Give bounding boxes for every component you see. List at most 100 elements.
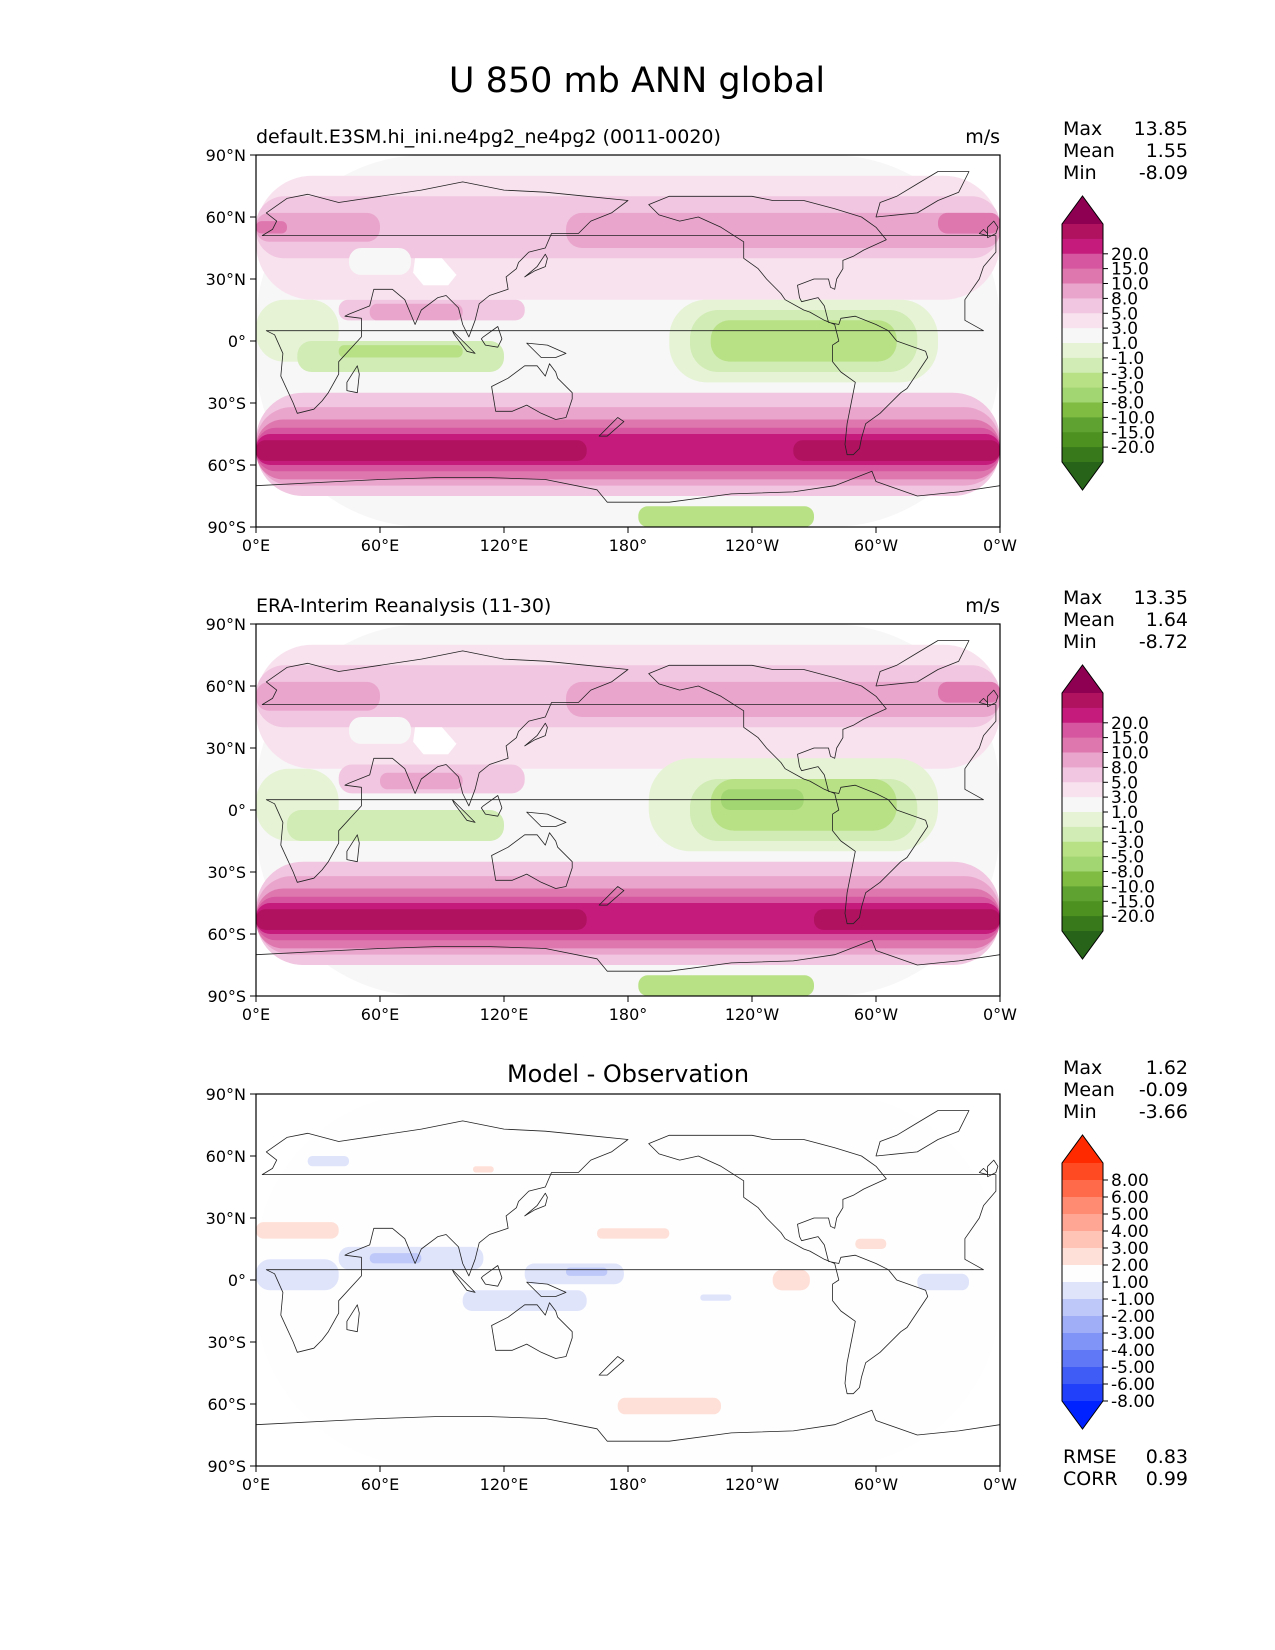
colorbar-tick-label: -20.0	[1111, 438, 1155, 458]
stat-value: -8.09	[1139, 162, 1188, 184]
map-field-model	[256, 155, 1000, 527]
colorbar-tick-label: -5.0	[1111, 379, 1144, 399]
stat-value: 0.99	[1146, 1468, 1188, 1490]
colorbar-tick-label: -10.0	[1111, 408, 1155, 428]
colorbar-tick-label: -3.0	[1111, 833, 1144, 853]
field-region	[473, 1166, 494, 1173]
coastline	[346, 1304, 360, 1333]
colorbar-segment	[1062, 1214, 1103, 1232]
field-region	[638, 975, 814, 996]
stat-label: RMSE	[1063, 1446, 1117, 1468]
coastline	[598, 1356, 625, 1376]
field-region	[814, 909, 1000, 930]
panel-units: m/s	[965, 595, 1000, 617]
colorbar-segment	[1062, 1265, 1103, 1283]
colorbar-tick-label: 3.0	[1111, 788, 1138, 808]
coastline	[978, 1168, 988, 1175]
x-tick-label: 120°W	[725, 1475, 780, 1494]
y-tick-label: 60°N	[206, 677, 246, 696]
colorbar-segment	[1062, 901, 1103, 917]
x-tick-label: 60°E	[361, 536, 399, 555]
panel-title: Model - Observation	[507, 1060, 749, 1088]
stat-value: 13.85	[1134, 118, 1188, 140]
field-region	[380, 772, 463, 790]
panels-layer: 0°E 60°E 120°E 180° 120°W 60°W 0°W 90°N 60°N 30°N…	[206, 118, 1188, 1494]
panel-units: m/s	[965, 126, 1000, 148]
coastline	[451, 1269, 476, 1293]
coastline	[648, 1134, 929, 1395]
colorbar-segment	[1062, 224, 1103, 240]
panel-title: default.E3SM.hi_ini.ne4pg2_ne4pg2 (0011-…	[256, 126, 721, 148]
colorbar-segment	[1062, 1367, 1103, 1385]
panel-title: ERA-Interim Reanalysis (11-30)	[256, 595, 551, 617]
x-tick-label: 0°W	[983, 536, 1017, 555]
field-region	[617, 1397, 721, 1415]
colorbar-tick-label: 1.0	[1111, 803, 1138, 823]
colorbar-extend-top	[1062, 1135, 1103, 1163]
coastline	[524, 253, 548, 278]
colorbar-extend-bottom	[1062, 462, 1103, 490]
masked-region	[413, 727, 457, 755]
coastline	[648, 195, 929, 456]
coastline	[480, 795, 503, 817]
y-tick-label: 90°S	[207, 518, 246, 537]
field-region	[369, 1253, 422, 1264]
coastline	[987, 1159, 999, 1178]
colorbar-segment	[1062, 707, 1103, 724]
x-tick-label: 120°W	[725, 1005, 780, 1024]
coastline	[261, 181, 997, 414]
colorbar-tick-label: 4.00	[1111, 1222, 1149, 1242]
panel-diff: 0°E 60°E 120°E 180° 120°W 60°W 0°W 90°N 60°N 30°N…	[206, 1057, 1188, 1494]
colorbar-segment	[1062, 797, 1103, 813]
y-tick-label: 60°N	[206, 1147, 246, 1166]
coastline	[978, 698, 988, 705]
field-region	[597, 1228, 670, 1239]
x-tick-label: 60°E	[361, 1005, 399, 1024]
field-region	[256, 212, 380, 242]
colorbar-segment	[1062, 447, 1103, 463]
colorbar-segment	[1062, 1180, 1103, 1198]
colorbar-segment	[1062, 417, 1103, 433]
coastline	[261, 650, 997, 883]
x-tick-label: 60°W	[854, 1005, 898, 1024]
colorbar-segment	[1062, 1333, 1103, 1351]
stat-label: Max	[1063, 1057, 1102, 1079]
coastline	[524, 1192, 548, 1217]
y-tick-label: 30°N	[206, 1209, 246, 1228]
y-tick-label: 30°N	[206, 739, 246, 758]
colorbar-segment	[1062, 886, 1103, 902]
colorbar-segment	[1062, 722, 1103, 739]
colorbar-segment	[1062, 432, 1103, 448]
y-tick-label: 90°S	[207, 1457, 246, 1476]
colorbar-segment	[1062, 737, 1103, 754]
field-region	[256, 1222, 339, 1239]
field-region	[338, 345, 463, 358]
colorbar-segment	[1062, 1197, 1103, 1215]
colorbar-outline	[1061, 664, 1104, 960]
x-tick-label: 0°E	[242, 1475, 270, 1494]
colorbar-tick-label: -5.0	[1111, 848, 1144, 868]
colorbar-segment	[1062, 1248, 1103, 1266]
stat-label: Min	[1063, 1101, 1097, 1123]
panel-model: 0°E 60°E 120°E 180° 120°W 60°W 0°W 90°N 60°N 30°N…	[206, 118, 1188, 555]
map-field-obs	[256, 624, 1000, 996]
colorbar-tick-label: 20.0	[1111, 714, 1149, 734]
colorbar-tick-label: 8.0	[1111, 758, 1138, 778]
stat-value: 0.83	[1146, 1446, 1188, 1468]
x-tick-label: 120°W	[725, 536, 780, 555]
colorbar-tick-label: 15.0	[1111, 260, 1149, 280]
colorbar-tick-label: -8.00	[1111, 1392, 1155, 1412]
colorbar-extend-top	[1062, 665, 1103, 693]
colorbar-tick-label: 8.00	[1111, 1171, 1149, 1191]
field-region	[256, 221, 287, 234]
coastline	[480, 326, 503, 348]
coastline	[491, 1302, 573, 1359]
colorbar-obs: 20.015.010.08.05.03.01.0-1.0-3.0-5.0-8.0…	[1061, 664, 1155, 960]
colorbar-tick-label: -8.0	[1111, 394, 1144, 414]
coastline	[987, 689, 999, 708]
coastline	[648, 664, 929, 925]
colorbar-tick-label: 2.00	[1111, 1256, 1149, 1276]
field-region	[938, 212, 1000, 234]
colorbar-diff: 8.006.005.004.003.002.001.00-1.00-2.00-3…	[1061, 1134, 1155, 1430]
